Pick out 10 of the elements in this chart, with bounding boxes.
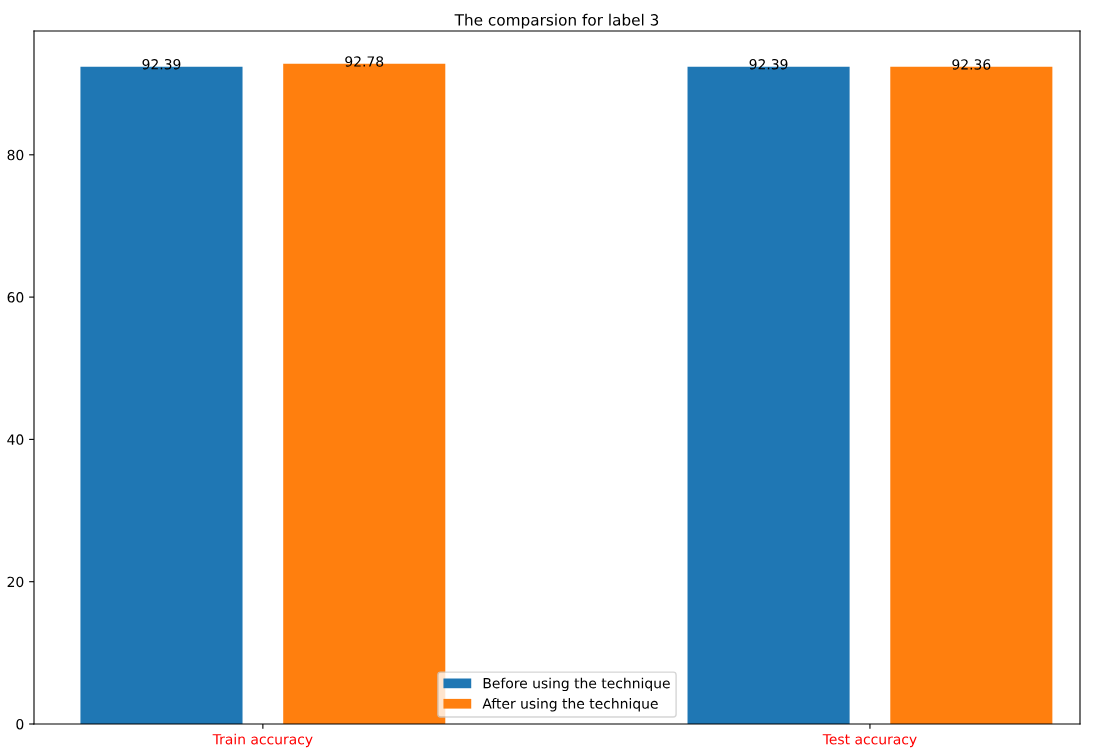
- y-tick-label: 80: [7, 149, 24, 161]
- y-tick-label: 20: [7, 576, 24, 588]
- y-tick-label: 40: [7, 434, 24, 445]
- legend-label: After using the technique: [482, 698, 658, 712]
- y-tick-label: 0: [16, 718, 24, 730]
- x-tick-label: Train accuracy: [212, 733, 313, 748]
- legend-label: Before using the technique: [483, 677, 670, 692]
- chart-title: The comparsion for label 3: [454, 13, 659, 29]
- y-tick-label: 60: [7, 292, 24, 303]
- x-tick-label: Test accuracy: [822, 734, 917, 748]
